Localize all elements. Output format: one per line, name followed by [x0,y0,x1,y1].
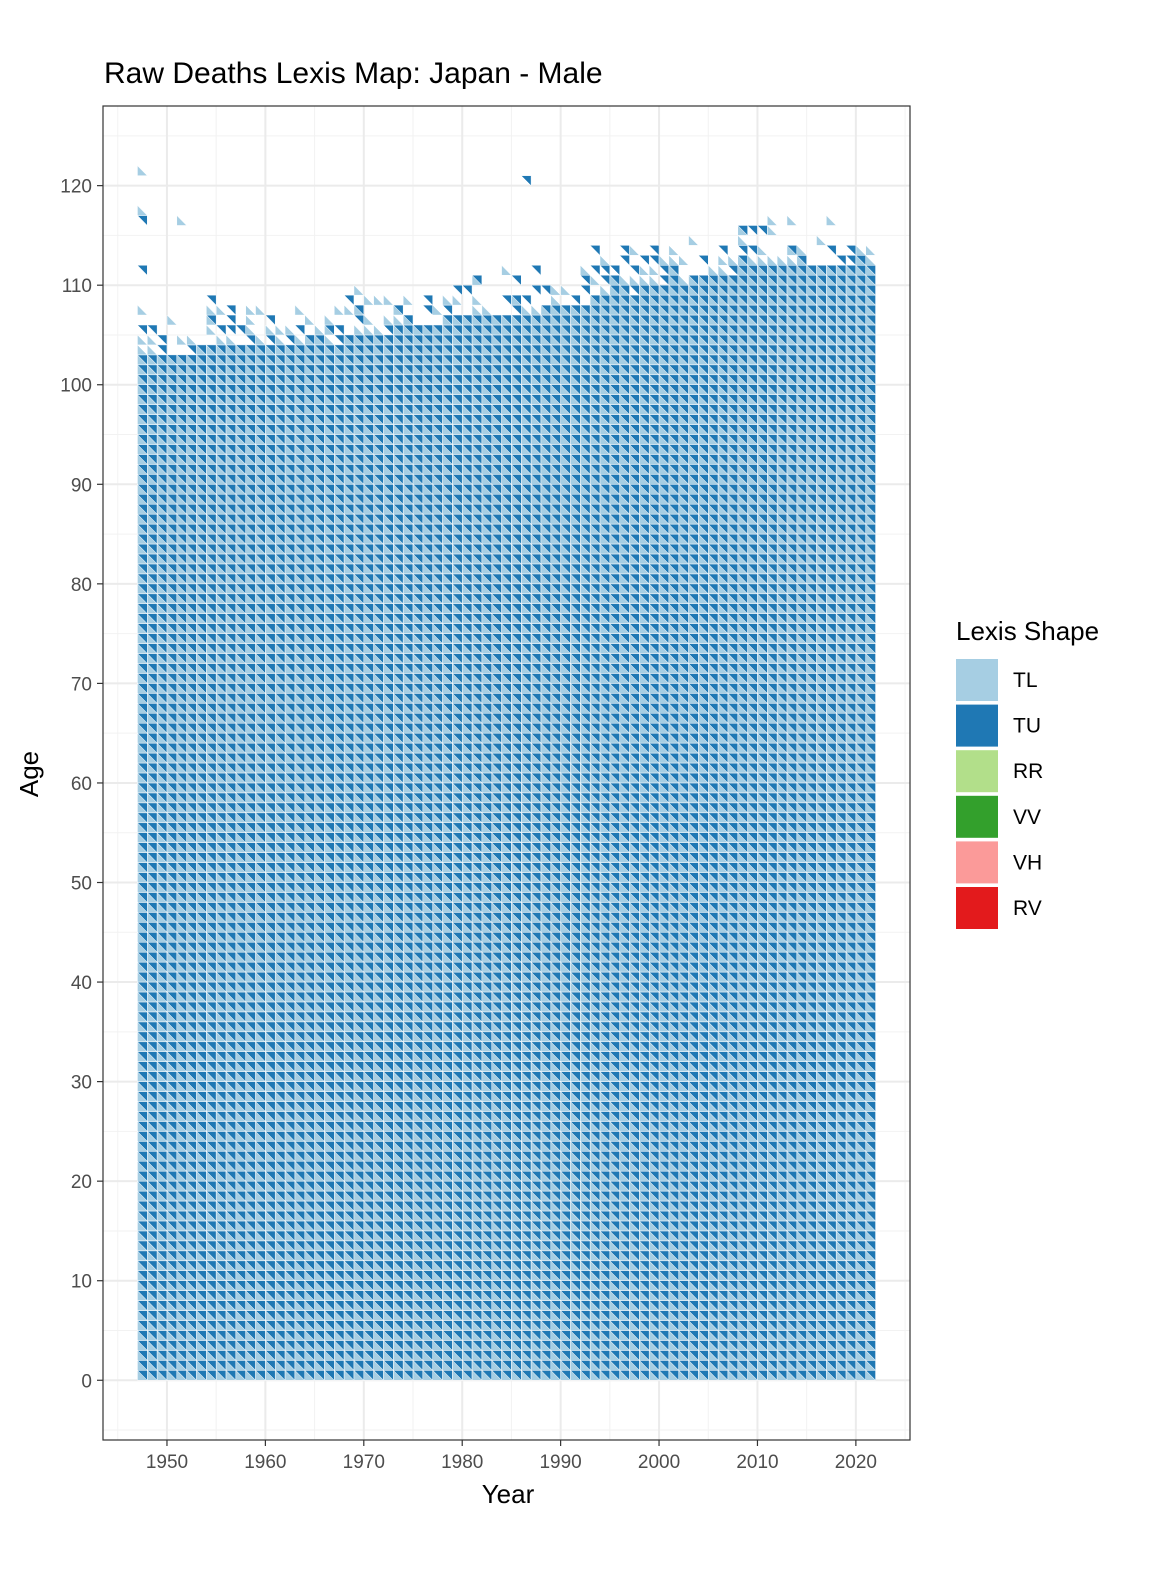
lexis-cell-tl [137,304,148,316]
lexis-cell-tl [137,334,148,346]
lexis-cell-tu [136,324,148,336]
lexis-cell-tu [146,324,158,336]
lexis-cells [136,165,877,1381]
lexis-cell-tl [137,344,148,356]
lexis-cell-tl [147,344,158,356]
lexis-cell-tl [147,334,158,346]
